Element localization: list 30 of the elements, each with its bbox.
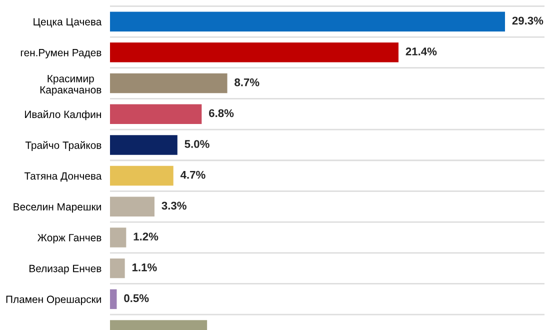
data-label: 3.3% — [162, 202, 186, 210]
data-label: 1.2% — [134, 232, 158, 240]
y-tick-label: Веселин Марешки — [14, 203, 101, 213]
bar — [110, 42, 398, 62]
bar — [110, 166, 174, 186]
y-tick-label: Пламен Орешарски — [6, 296, 101, 306]
data-label: 0.5% — [124, 294, 149, 302]
bar — [110, 196, 154, 217]
data-label: 5.0% — [184, 140, 210, 148]
y-tick-label: Татяна Дончева — [24, 172, 102, 182]
data-label: 4.7% — [180, 170, 206, 179]
data-label: 6.8% — [209, 109, 234, 118]
y-tick-label: Велизар Енчев — [30, 264, 102, 274]
bar — [110, 104, 202, 124]
y-tick-label: ген.Румен Радев — [20, 49, 102, 58]
bar — [110, 73, 228, 94]
y-tick-label: Ивайло Калфин — [25, 110, 101, 120]
y-tick-label: Красимир Каракачанов — [40, 75, 102, 96]
y-tick-label: Цецка Цачева — [34, 18, 102, 28]
y-tick-label: Жорж Ганчев — [38, 234, 102, 244]
bar — [110, 258, 125, 278]
y-tick-label: Трайчо Трайков — [25, 141, 102, 151]
data-label: 1.1% — [132, 263, 157, 272]
data-label: 29.3% — [512, 16, 544, 25]
data-label: 8.7% — [234, 78, 260, 86]
bar — [110, 289, 117, 310]
data-label: 21.4% — [406, 48, 437, 56]
bar — [110, 12, 505, 32]
bar — [110, 135, 178, 155]
bar — [110, 228, 126, 248]
